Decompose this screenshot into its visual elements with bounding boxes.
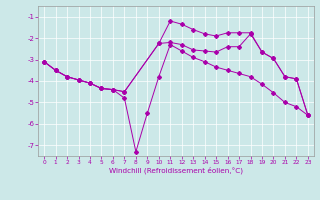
X-axis label: Windchill (Refroidissement éolien,°C): Windchill (Refroidissement éolien,°C): [109, 167, 243, 174]
